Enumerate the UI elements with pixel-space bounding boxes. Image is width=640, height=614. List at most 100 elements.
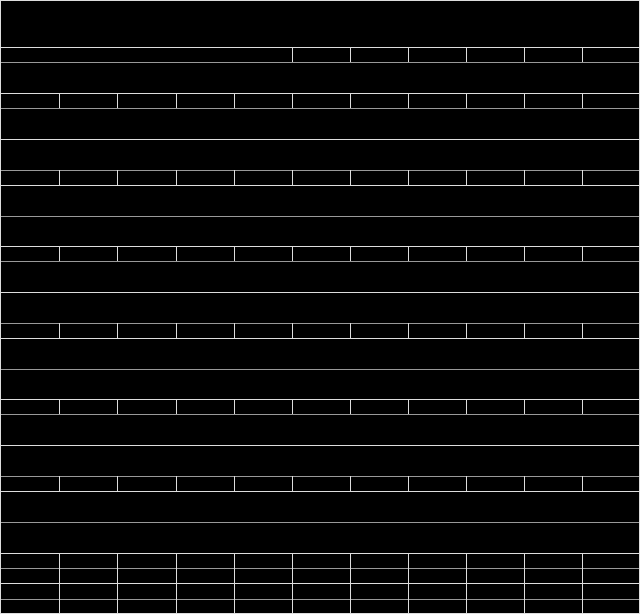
cell-divider — [234, 170, 235, 185]
cell-divider — [408, 553, 409, 613]
cell-divider — [234, 553, 235, 613]
row-divider — [1, 476, 639, 477]
cell-divider — [59, 476, 60, 491]
cell-divider — [524, 170, 525, 185]
cell-divider — [117, 170, 118, 185]
cell-divider — [582, 399, 583, 414]
cell-divider — [59, 246, 60, 261]
row-divider — [1, 553, 639, 554]
cell-divider — [466, 399, 467, 414]
cell-divider — [408, 170, 409, 185]
cell-divider — [234, 323, 235, 338]
row-divider — [1, 599, 639, 600]
cell-divider — [59, 170, 60, 185]
cell-divider — [176, 399, 177, 414]
cell-divider — [234, 246, 235, 261]
cell-divider — [117, 476, 118, 491]
cell-divider — [408, 47, 409, 62]
cell-divider — [117, 553, 118, 613]
cell-divider — [466, 246, 467, 261]
cell-divider — [117, 399, 118, 414]
cell-divider — [234, 476, 235, 491]
cell-divider — [176, 246, 177, 261]
row-divider — [1, 445, 639, 446]
cell-divider — [524, 93, 525, 108]
cell-divider — [176, 323, 177, 338]
cell-divider — [350, 553, 351, 613]
cell-divider — [292, 47, 293, 62]
cell-divider — [292, 246, 293, 261]
row-divider — [1, 323, 639, 324]
cell-divider — [582, 246, 583, 261]
cell-divider — [466, 170, 467, 185]
cell-divider — [466, 47, 467, 62]
row-divider — [1, 522, 639, 523]
cell-divider — [408, 476, 409, 491]
cell-divider — [292, 553, 293, 613]
row-divider — [1, 414, 639, 415]
cell-divider — [350, 476, 351, 491]
cell-divider — [408, 246, 409, 261]
cell-divider — [466, 553, 467, 613]
cell-divider — [350, 399, 351, 414]
cell-divider — [117, 246, 118, 261]
cell-divider — [292, 399, 293, 414]
cell-divider — [582, 323, 583, 338]
cell-divider — [292, 93, 293, 108]
row-divider — [1, 568, 639, 569]
cell-divider — [350, 246, 351, 261]
cell-divider — [408, 93, 409, 108]
cell-divider — [176, 553, 177, 613]
cell-divider — [408, 323, 409, 338]
cell-divider — [59, 399, 60, 414]
row-divider — [1, 491, 639, 492]
cell-divider — [176, 93, 177, 108]
cell-divider — [350, 47, 351, 62]
cell-divider — [117, 323, 118, 338]
cell-divider — [234, 93, 235, 108]
row-divider — [1, 216, 639, 217]
cell-divider — [234, 399, 235, 414]
cell-divider — [524, 399, 525, 414]
row-divider — [1, 93, 639, 94]
row-divider — [1, 139, 639, 140]
cell-divider — [524, 553, 525, 613]
row-divider — [1, 369, 639, 370]
row-divider — [1, 185, 639, 186]
row-divider — [1, 338, 639, 339]
cell-divider — [582, 47, 583, 62]
cell-divider — [59, 323, 60, 338]
cell-divider — [582, 476, 583, 491]
cell-divider — [59, 93, 60, 108]
cell-divider — [466, 93, 467, 108]
row-divider — [1, 170, 639, 171]
row-divider — [1, 399, 639, 400]
cell-divider — [524, 476, 525, 491]
cell-divider — [350, 170, 351, 185]
cell-divider — [350, 323, 351, 338]
cell-divider — [292, 323, 293, 338]
cell-divider — [292, 476, 293, 491]
cell-divider — [117, 93, 118, 108]
cell-divider — [408, 399, 409, 414]
row-divider — [1, 108, 639, 109]
cell-divider — [466, 323, 467, 338]
cell-divider — [582, 170, 583, 185]
cell-divider — [466, 476, 467, 491]
cell-divider — [292, 170, 293, 185]
cell-divider — [524, 323, 525, 338]
cell-divider — [524, 47, 525, 62]
row-divider — [1, 261, 639, 262]
cell-divider — [582, 93, 583, 108]
cell-divider — [176, 476, 177, 491]
cell-divider — [176, 170, 177, 185]
cell-divider — [582, 553, 583, 613]
row-divider — [1, 246, 639, 247]
cell-divider — [524, 246, 525, 261]
cell-divider — [59, 553, 60, 613]
row-divider — [1, 62, 639, 63]
row-divider — [1, 292, 639, 293]
row-divider — [1, 583, 639, 584]
row-divider — [1, 47, 639, 48]
